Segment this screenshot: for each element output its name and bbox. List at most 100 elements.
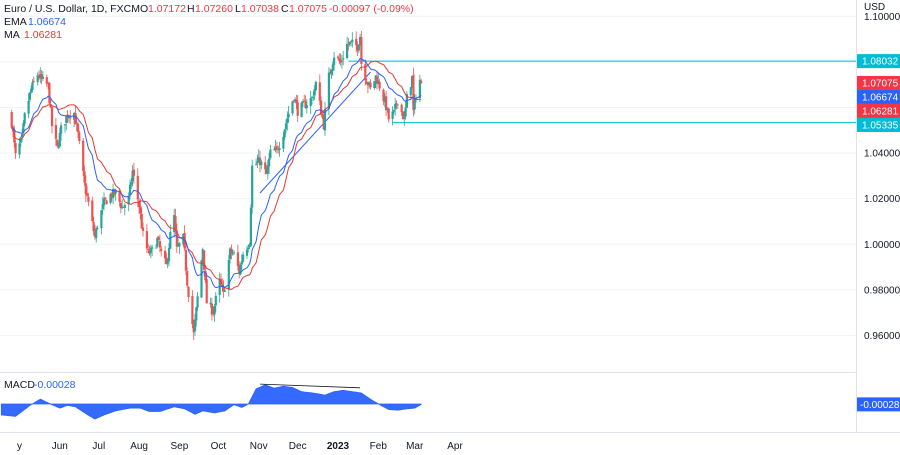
candle	[310, 95, 314, 105]
price-tag: 1.06674	[857, 89, 900, 104]
candle	[160, 245, 163, 257]
candle	[400, 103, 403, 116]
candle	[349, 40, 353, 47]
price-tag-label: 1.08032	[862, 57, 899, 68]
macd-divergence-line[interactable]	[259, 383, 361, 389]
candle	[209, 297, 212, 308]
time-tick-label: Jul	[92, 441, 105, 452]
candle	[382, 88, 385, 106]
candle	[45, 74, 48, 87]
candle	[191, 290, 194, 329]
candle	[383, 93, 386, 108]
candle	[204, 264, 207, 283]
candle	[266, 160, 269, 180]
candle	[269, 145, 272, 160]
price-tag: 1.05335	[857, 117, 900, 132]
candle	[167, 243, 171, 267]
candle	[260, 159, 263, 170]
candle	[178, 242, 181, 254]
candle	[110, 191, 113, 202]
candle	[412, 67, 415, 117]
instrument-title: Euro / U.S. Dollar, 1D, FXCM	[4, 3, 140, 15]
price-tick-label: 1.02000	[864, 194, 900, 205]
candle	[58, 127, 61, 149]
candles	[10, 30, 423, 341]
time-tick-label: Jun	[52, 441, 68, 452]
macd-pane	[0, 383, 422, 420]
candle	[369, 79, 372, 90]
price-tick-label: 0.98000	[864, 285, 900, 296]
candle	[196, 292, 199, 311]
moving-average-lines	[11, 57, 422, 290]
candle	[82, 137, 85, 176]
time-tick-label: Dec	[289, 441, 307, 452]
candle	[255, 158, 258, 166]
candle	[18, 138, 21, 159]
candle	[148, 245, 151, 256]
candle	[169, 224, 172, 250]
price-tag: 1.08032	[857, 54, 900, 69]
candle	[257, 149, 260, 163]
ema-legend-name[interactable]: EMA	[4, 16, 27, 28]
candle	[314, 80, 317, 92]
candle	[141, 222, 145, 237]
candle	[193, 313, 197, 336]
close-value: 1.07075	[289, 3, 327, 15]
candle	[158, 234, 161, 253]
candle	[60, 122, 63, 141]
candle	[230, 244, 233, 260]
ma-legend-name[interactable]: MA	[4, 29, 20, 41]
candle	[251, 159, 254, 214]
ema-line[interactable]	[11, 57, 422, 289]
candle	[164, 246, 167, 265]
time-tick-label: 2023	[327, 441, 350, 452]
candle	[102, 192, 106, 211]
candle	[223, 289, 226, 293]
ma-line[interactable]	[11, 60, 422, 290]
candle	[127, 192, 130, 212]
candle	[49, 99, 52, 109]
candle	[21, 128, 24, 142]
candle	[39, 67, 42, 84]
macd-legend-name[interactable]: MACD	[4, 379, 35, 391]
candle	[47, 81, 50, 90]
candle	[205, 272, 208, 304]
candle	[248, 242, 251, 250]
macd-axis-tag: -0.00028	[857, 397, 900, 412]
horizontal-levels[interactable]	[259, 60, 856, 194]
candle	[330, 69, 333, 79]
trendline[interactable]	[259, 71, 371, 194]
candle	[31, 79, 34, 93]
candle	[294, 97, 297, 103]
candle	[50, 105, 54, 134]
time-axis-ticks[interactable]: y Jun Jul Aug Sep Oct Nov Dec 2023 Feb Mar Apr	[17, 441, 463, 452]
candle	[165, 252, 168, 265]
candle	[411, 75, 414, 89]
candle	[48, 81, 51, 105]
candle	[83, 165, 86, 186]
candle	[277, 145, 280, 154]
candle	[364, 59, 367, 86]
candle	[92, 216, 95, 236]
price-tick-label: 0.96000	[864, 331, 900, 342]
candle	[295, 94, 298, 110]
candle	[130, 178, 133, 190]
candle	[200, 259, 203, 299]
candle	[37, 70, 41, 80]
candle	[348, 41, 351, 47]
candle	[63, 124, 67, 133]
macd-area[interactable]	[0, 384, 422, 420]
candle	[329, 68, 332, 74]
candle	[19, 136, 22, 147]
candle	[149, 245, 152, 259]
candle	[173, 208, 176, 238]
candle	[154, 244, 158, 249]
candle	[287, 105, 290, 123]
candle	[404, 100, 407, 120]
candle	[65, 115, 68, 131]
candle	[273, 145, 276, 151]
candle	[145, 224, 148, 253]
candle	[284, 119, 288, 134]
